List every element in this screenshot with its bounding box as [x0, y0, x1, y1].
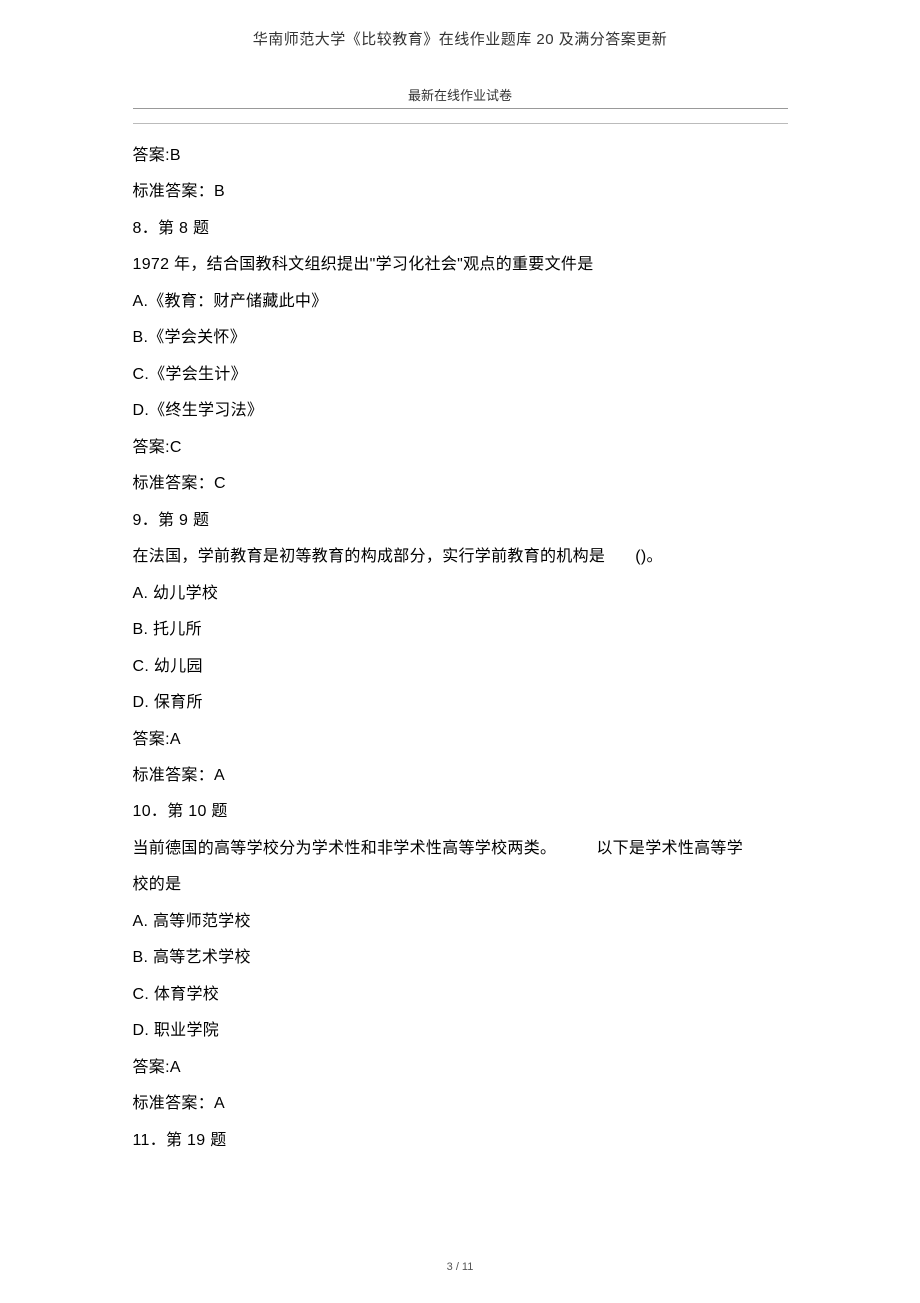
question-text-tail: ()。	[635, 539, 663, 575]
option-c: C. 幼儿园	[133, 649, 788, 685]
option-b: B. 高等艺术学校	[133, 940, 788, 976]
option-d: D. 职业学院	[133, 1013, 788, 1049]
question-text-tail: 以下是学术性高等学	[596, 831, 743, 867]
option-b: B.《学会关怀》	[133, 320, 788, 356]
question-header: 9．第 9 题	[133, 503, 788, 539]
standard-answer-line: 标准答案：B	[133, 174, 788, 210]
document-title: 华南师范大学《比较教育》在线作业题库 20 及满分答案更新	[0, 0, 920, 49]
text-gap	[605, 539, 635, 575]
question-text: 1972 年，结合国教科文组织提出"学习化社会"观点的重要文件是	[133, 247, 788, 283]
question-header: 11．第 19 题	[133, 1123, 788, 1159]
option-c: C. 体育学校	[133, 977, 788, 1013]
option-b: B. 托儿所	[133, 612, 788, 648]
question-text: 当前德国的高等学校分为学术性和非学术性高等学校两类。 以下是学术性高等学	[133, 831, 788, 867]
question-text-continued: 校的是	[133, 867, 788, 903]
standard-answer-line: 标准答案：A	[133, 1086, 788, 1122]
answer-line: 答案:A	[133, 722, 788, 758]
text-gap	[556, 831, 596, 867]
option-d: D.《终生学习法》	[133, 393, 788, 429]
option-a: A.《教育：财产储藏此中》	[133, 284, 788, 320]
standard-answer-line: 标准答案：C	[133, 466, 788, 502]
question-text-main: 当前德国的高等学校分为学术性和非学术性高等学校两类。	[133, 831, 557, 867]
question-header: 8．第 8 题	[133, 211, 788, 247]
question-text-main: 在法国，学前教育是初等教育的构成部分，实行学前教育的机构是	[133, 539, 606, 575]
header-divider	[133, 108, 788, 109]
question-text: 在法国，学前教育是初等教育的构成部分，实行学前教育的机构是 ()。	[133, 539, 788, 575]
answer-line: 答案:C	[133, 430, 788, 466]
option-c: C.《学会生计》	[133, 357, 788, 393]
page-number: 3 / 11	[0, 1261, 920, 1273]
answer-line: 答案:B	[133, 138, 788, 174]
content-divider	[133, 123, 788, 124]
document-body: 答案:B 标准答案：B 8．第 8 题 1972 年，结合国教科文组织提出"学习…	[133, 138, 788, 1159]
option-a: A. 高等师范学校	[133, 904, 788, 940]
standard-answer-line: 标准答案：A	[133, 758, 788, 794]
option-d: D. 保育所	[133, 685, 788, 721]
option-a: A. 幼儿学校	[133, 576, 788, 612]
question-header: 10．第 10 题	[133, 794, 788, 830]
answer-line: 答案:A	[133, 1050, 788, 1086]
document-subtitle: 最新在线作业试卷	[0, 85, 920, 104]
